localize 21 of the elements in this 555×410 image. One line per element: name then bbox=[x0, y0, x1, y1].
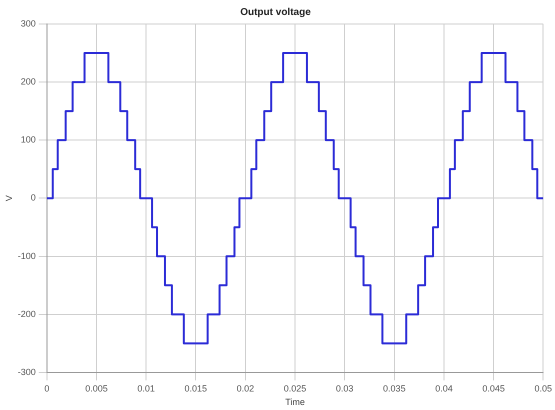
x-tick-label: 0.045 bbox=[482, 383, 505, 394]
x-axis-title: Time bbox=[285, 397, 305, 408]
y-tick-label: -300 bbox=[18, 366, 36, 377]
x-tick-label: 0.015 bbox=[184, 383, 208, 394]
x-tick-label: 0 bbox=[44, 383, 50, 394]
x-tick-label: 0.01 bbox=[137, 383, 155, 394]
x-tick-label: 0.04 bbox=[435, 383, 453, 394]
x-tick-label: 0.02 bbox=[236, 383, 254, 394]
x-tick-label: 0.035 bbox=[383, 383, 406, 394]
y-tick-label: -100 bbox=[18, 250, 36, 261]
x-tick-label: 0.03 bbox=[336, 383, 354, 394]
x-tick-label: 0.05 bbox=[534, 383, 552, 394]
y-tick-label: 300 bbox=[20, 18, 36, 28]
y-tick-label: -200 bbox=[18, 308, 36, 319]
y-tick-label: 200 bbox=[20, 76, 36, 87]
y-tick-label: 0 bbox=[30, 192, 36, 203]
x-tick-label: 0.005 bbox=[85, 383, 108, 394]
chart-title: Output voltage bbox=[240, 6, 312, 18]
x-tick-label: 0.025 bbox=[284, 383, 306, 394]
y-tick-label: 100 bbox=[20, 134, 36, 145]
y-axis-title: V bbox=[4, 195, 14, 202]
